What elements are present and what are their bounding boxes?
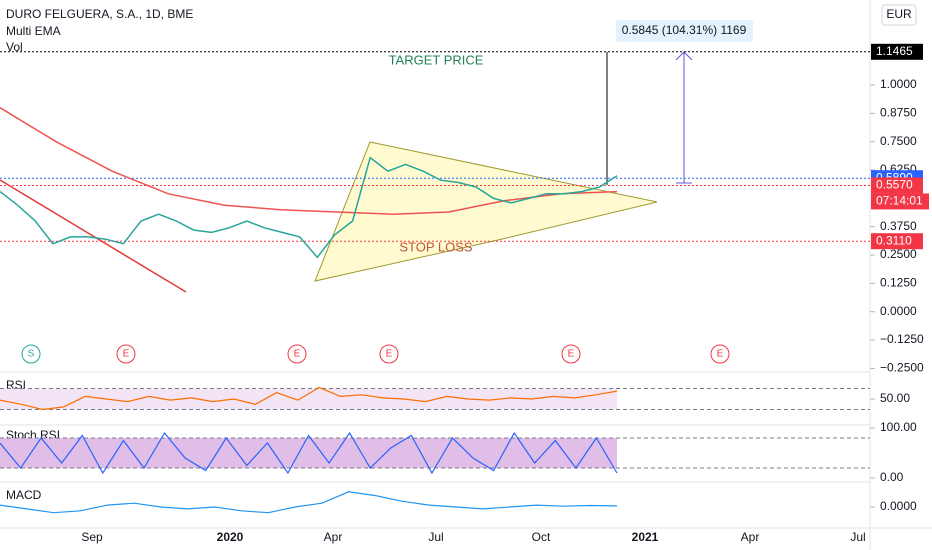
currency-box[interactable] (881, 4, 917, 26)
y-tick-label: −0.2500 (880, 361, 924, 375)
y-tick-label: 0.3750 (880, 219, 917, 233)
pane-line (0, 386, 618, 411)
pane-line (0, 491, 618, 514)
x-tick-label: Jul (850, 530, 865, 544)
target-label: TARGET PRICE (389, 52, 484, 67)
y-tick-label: 0.0000 (880, 499, 917, 513)
event-marker (561, 344, 581, 364)
event-label: E (568, 349, 575, 360)
event-label: E (717, 349, 724, 360)
stop-label: STOP LOSS (399, 239, 473, 254)
event-label: E (123, 349, 130, 360)
pane-title: MACD (6, 488, 42, 502)
countdown-tag (871, 193, 929, 210)
measure-box (616, 20, 753, 42)
pane-line (0, 431, 618, 475)
event-marker (710, 344, 730, 364)
event-marker (287, 344, 307, 364)
y-tick-label: 0.8750 (880, 106, 917, 120)
ema-line (0, 107, 618, 215)
y-tick-label: 0.0000 (880, 304, 917, 318)
y-tick-label: 0.1250 (880, 276, 917, 290)
y-tick-label: 1.0000 (880, 77, 917, 91)
x-tick-label: 2020 (217, 530, 244, 544)
countdown: 07:14:01 (876, 194, 923, 208)
triangle-pattern (314, 141, 658, 282)
y-tick-label: 0.2500 (880, 247, 917, 261)
pane-band (0, 388, 617, 410)
price-tag (871, 43, 923, 60)
pane-band (0, 438, 617, 468)
measure-label: 0.5845 (104.31%) 1169 (622, 23, 747, 37)
indicator-label: Vol (6, 40, 23, 54)
currency[interactable]: EUR (886, 7, 912, 21)
y-tick-label: 0.7500 (880, 134, 917, 148)
event-label: S (28, 349, 35, 360)
price-tag (871, 177, 923, 194)
y-tick-label: 100.00 (880, 420, 917, 434)
indicator-label: Multi EMA (6, 24, 61, 38)
price-tag-label: 1.1465 (876, 44, 913, 58)
x-tick-label: Sep (81, 530, 103, 544)
event-label: E (294, 349, 301, 360)
event-marker (379, 344, 399, 364)
x-tick-label: Apr (324, 530, 343, 544)
x-tick-label: Jul (428, 530, 443, 544)
y-tick-label: −0.1250 (880, 332, 924, 346)
price-line-series (0, 156, 618, 259)
x-tick-label: Apr (741, 530, 760, 544)
price-tag (871, 233, 923, 250)
y-tick-label: 0.00 (880, 470, 904, 484)
trend-line (0, 179, 187, 293)
y-tick-label: 50.00 (880, 391, 910, 405)
event-marker (21, 344, 41, 364)
event-marker (116, 344, 136, 364)
price-tag-label: 0.5570 (876, 178, 913, 192)
event-label: E (386, 349, 393, 360)
x-tick-label: Oct (532, 530, 551, 544)
symbol-title: DURO FELGUERA, S.A., 1D, BME (6, 7, 193, 21)
x-tick-label: 2021 (632, 530, 659, 544)
price-tag-label: 0.3110 (876, 233, 912, 247)
